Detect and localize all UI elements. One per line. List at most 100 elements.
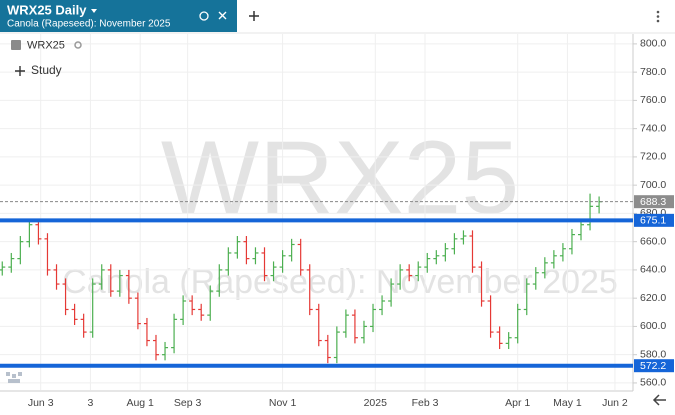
reference-label: 572.2 [640, 360, 666, 372]
x-tick-label: Nov 1 [269, 397, 297, 409]
y-tick-label: 620.0 [640, 292, 666, 304]
ohlc-bar [62, 278, 69, 316]
ohlc-bar [568, 228, 575, 255]
y-tick-label: 640.0 [640, 264, 666, 276]
ohlc-bar [460, 230, 467, 245]
x-tick-label: 3 [88, 397, 94, 409]
watermark-name: Canola (Rapeseed): November 2025 [62, 263, 618, 301]
ohlc-bar [406, 264, 413, 282]
ohlc-bar [478, 261, 485, 307]
ohlc-bar [496, 326, 503, 350]
ohlc-bar [234, 236, 241, 259]
ohlc-bar [433, 250, 440, 265]
y-tick-label: 800.0 [640, 38, 666, 50]
reference-label-box [634, 359, 674, 373]
ohlc-bar [315, 303, 322, 347]
y-tick-label: 660.0 [640, 235, 666, 247]
watermark-symbol: WRX25 [160, 120, 520, 236]
ohlc-bar [487, 295, 494, 338]
y-tick-label: 720.0 [640, 151, 666, 163]
y-tick-label: 600.0 [640, 320, 666, 332]
ohlc-bar [596, 196, 603, 214]
ohlc-bar [143, 317, 150, 347]
ohlc-bar [152, 334, 159, 361]
ohlc-bar [388, 278, 395, 307]
ohlc-bar [216, 264, 223, 297]
ohlc-bar [189, 295, 196, 316]
ohlc-bar [370, 303, 377, 333]
ohlc-bar [559, 243, 566, 262]
scroll-back-button[interactable] [652, 394, 666, 406]
ohlc-bar [379, 295, 386, 316]
study-button[interactable]: Study [31, 63, 62, 77]
ohlc-bar [342, 309, 349, 338]
ohlc-bar [89, 278, 96, 338]
logo-icon [6, 372, 22, 383]
menu-button[interactable] [656, 10, 660, 23]
tab-link-icon[interactable] [199, 11, 209, 21]
ohlc-bar [297, 238, 304, 276]
x-tick-label: Aug 1 [126, 397, 154, 409]
tab-title: WRX25 Daily [7, 2, 87, 17]
x-tick-label: Apr 1 [505, 397, 530, 409]
ohlc-bar [17, 236, 24, 265]
ohlc-bar [225, 247, 232, 276]
legend-swatch [11, 40, 21, 50]
ohlc-bar [523, 278, 530, 316]
ohlc-bar [505, 332, 512, 350]
ohlc-bar [360, 320, 367, 344]
ohlc-bar [80, 313, 87, 338]
ohlc-bar [98, 264, 105, 290]
ohlc-bar [180, 295, 187, 326]
reference-label-box [634, 213, 674, 227]
ohlc-bar [578, 219, 585, 241]
ohlc-bar [415, 261, 422, 282]
x-tick-label: Feb 3 [412, 397, 439, 409]
y-tick-label: 560.0 [640, 377, 666, 389]
y-tick-label: 700.0 [640, 179, 666, 191]
ohlc-bar [8, 252, 15, 273]
grid [0, 34, 633, 390]
legend-settings-icon[interactable] [74, 41, 82, 49]
ohlc-bar [532, 267, 539, 290]
ohlc-bar [397, 264, 404, 290]
ohlc-bar [207, 285, 214, 321]
x-tick-label: Jun 3 [28, 397, 54, 409]
ohlc-bar [288, 238, 295, 262]
price-bars [0, 193, 603, 364]
y-tick-label: 780.0 [640, 66, 666, 78]
ohlc-bar [541, 257, 548, 279]
x-tick-label: Jun 2 [602, 397, 628, 409]
ohlc-bar [44, 233, 51, 276]
ohlc-bar [451, 233, 458, 255]
ohlc-bar [53, 264, 60, 290]
add-tab-button[interactable] [249, 11, 259, 21]
x-tick-label: May 1 [553, 397, 582, 409]
ohlc-bar [134, 292, 141, 330]
ohlc-bar [0, 261, 6, 276]
reference-label: 675.1 [640, 215, 666, 227]
ohlc-bar [35, 219, 42, 245]
tab-dropdown-icon[interactable] [91, 9, 97, 13]
last-price-box [634, 195, 674, 209]
last-price-label: 688.3 [640, 196, 666, 208]
tab[interactable] [0, 0, 237, 32]
tab-close-icon[interactable] [218, 11, 227, 20]
ohlc-bar [243, 236, 250, 265]
ohlc-bar [424, 252, 431, 273]
ohlc-bar [26, 219, 33, 248]
x-tick-label: 2025 [364, 397, 388, 409]
y-tick-label: 760.0 [640, 94, 666, 106]
ohlc-bar [587, 193, 594, 231]
ohlc-bar [71, 303, 78, 326]
ohlc-bar [116, 269, 123, 297]
legend-symbol[interactable]: WRX25 [27, 39, 65, 51]
tab-subtitle: Canola (Rapeseed): November 2025 [7, 19, 171, 30]
ohlc-bar [252, 247, 259, 265]
study-plus-icon[interactable] [15, 66, 25, 76]
ohlc-bar [171, 313, 178, 354]
ohlc-bar [270, 261, 277, 282]
ohlc-bar [162, 341, 169, 361]
y-tick-label: 580.0 [640, 348, 666, 360]
